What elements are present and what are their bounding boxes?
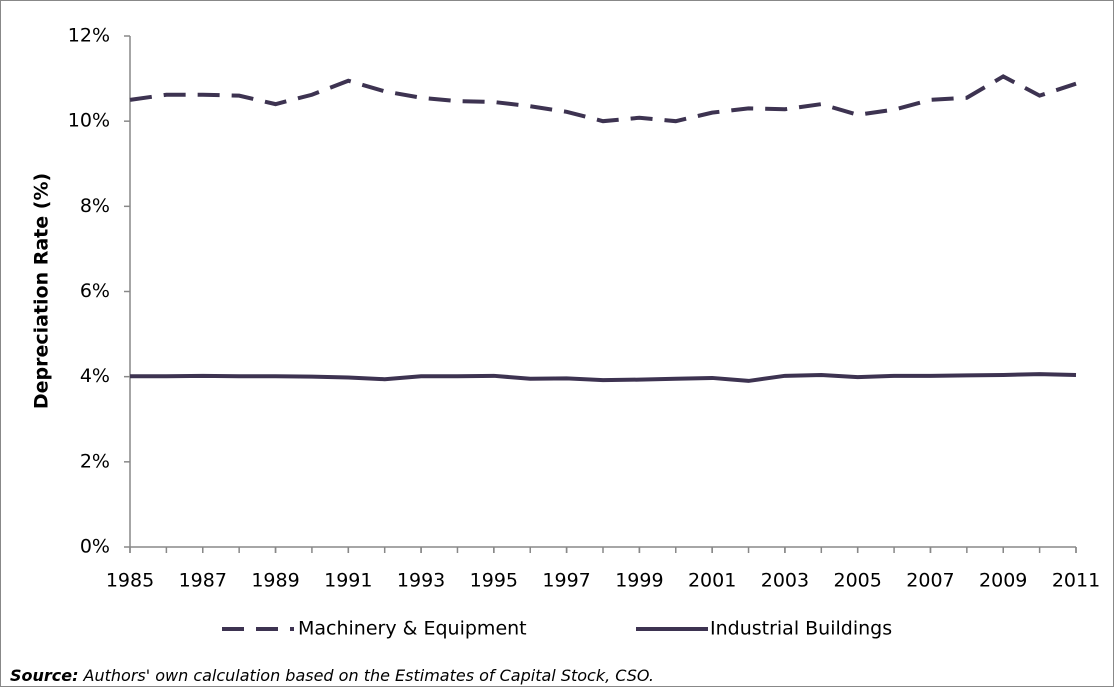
x-tick-label: 2003 [761,570,809,592]
x-tick-label: 1993 [397,570,445,592]
y-tick-label: 6% [80,280,110,302]
x-tick-label: 1995 [470,570,518,592]
series-line [129,74,1077,124]
legend-label: Industrial Buildings [710,618,892,640]
x-tick-label: 1997 [542,570,590,592]
y-axis-label: Depreciation Rate (%) [31,173,53,409]
y-tick-label: 4% [80,365,110,387]
y-tick-label: 2% [80,450,110,472]
x-tick-label: 2001 [688,570,736,592]
x-tick-label: 2007 [906,570,954,592]
x-tick-label: 1999 [615,570,663,592]
x-tick-label: 1991 [324,570,372,592]
x-tick-label: 2011 [1052,570,1100,592]
x-tick-label: 1985 [106,570,154,592]
y-tick-label: 10% [68,110,110,132]
legend-label: Machinery & Equipment [298,618,527,640]
x-tick-label: 1989 [251,570,299,592]
x-tick-label: 1987 [179,570,227,592]
series-line [130,372,1077,383]
x-tick-label: 2005 [834,570,882,592]
source-text: Authors' own calculation based on the Es… [83,666,654,685]
y-tick-label: 8% [80,195,110,217]
y-tick-label: 12% [68,25,110,47]
x-tick-label: 2009 [979,570,1027,592]
y-tick-label: 0% [80,536,110,558]
source-label: Source: [10,666,79,685]
source: Source: Authors' own calculation based on… [10,666,654,685]
